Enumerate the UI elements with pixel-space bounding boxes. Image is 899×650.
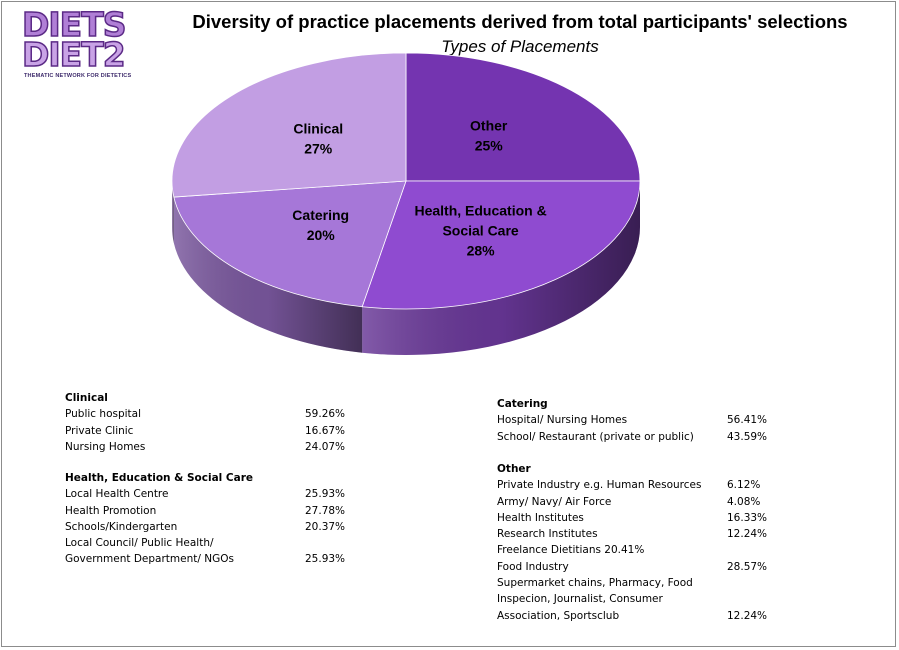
other-breakdown-table: Other Private Industry e.g. Human Resourc…	[497, 461, 767, 624]
row-label: Private Industry e.g. Human Resources	[497, 479, 702, 492]
row-label: Association, Sportsclub	[497, 609, 620, 622]
table-row: Supermarket chains, Pharmacy, Food	[497, 575, 693, 591]
row-label: Health Institutes	[497, 511, 584, 524]
row-value: 25.93%	[305, 553, 346, 566]
slice-name-label: Catering	[292, 207, 349, 223]
chart-subtitle: Types of Placements	[441, 37, 599, 56]
table-row: Public hospital 59.26%	[65, 406, 345, 422]
table-row: Association, Sportsclub 12.24%	[497, 608, 767, 624]
row-value: 16.67%	[305, 424, 346, 437]
slice-percent-label: 28%	[467, 242, 496, 258]
hesc-heading: Health, Education & Social Care	[65, 472, 254, 484]
row-value: 24.07%	[305, 440, 346, 453]
pie-slice-clinical	[171, 52, 407, 198]
slice-name-label: Other	[470, 118, 508, 134]
pie-slice-health-education-social-care	[361, 180, 641, 310]
row-label: Public hospital	[65, 408, 142, 421]
table-row: Nursing Homes 24.07%	[65, 439, 345, 455]
catering-heading: Catering	[497, 398, 548, 410]
row-value: 59.26%	[305, 408, 346, 421]
catering-breakdown-table: Catering Hospital/ Nursing Homes 56.41% Sch…	[497, 396, 767, 445]
diets-logo: DIETS DIET2 THEMATIC NETWORK FOR DIETETI…	[21, 5, 140, 82]
pie-side-shade-1	[362, 181, 640, 355]
row-value: 20.37%	[305, 520, 346, 533]
chart-title: Diversity of practice placements derived…	[192, 11, 848, 32]
row-value: 16.33%	[727, 511, 768, 524]
row-label: Schools/Kindergarten	[65, 520, 178, 533]
table-row: Freelance Dietitians 20.41%	[497, 542, 644, 558]
row-label: Local Council/ Public Health/	[65, 537, 214, 550]
table-row: Army/ Navy/ Air Force 4.08%	[497, 494, 760, 510]
slice-percent-label: 27%	[304, 141, 333, 157]
table-row: Schools/Kindergarten 20.37%	[65, 519, 345, 535]
table-row: Government Department/ NGOs 25.93%	[65, 551, 345, 567]
table-row: Private Clinic 16.67%	[65, 423, 345, 439]
row-label: Hospital/ Nursing Homes	[497, 414, 628, 427]
table-row: Local Health Centre 25.93%	[65, 486, 345, 502]
row-value: 27.78%	[305, 504, 346, 517]
row-value: 43.59%	[727, 430, 768, 443]
row-value: 25.93%	[305, 488, 346, 501]
pie-chart: Other 25% Health, Education & Social Care 28…	[171, 52, 641, 355]
logo-line-1: DIETS	[21, 5, 127, 44]
table-row: Inspecion, Journalist, Consumer	[497, 591, 663, 607]
row-label: Government Department/ NGOs	[65, 553, 234, 566]
pie-side-shade-2	[173, 197, 363, 353]
row-label: Private Clinic	[65, 424, 134, 437]
table-row: School/ Restaurant (private or public) 43…	[497, 429, 767, 445]
row-label: Supermarket chains, Pharmacy, Food	[497, 577, 693, 590]
slice-percent-label: 25%	[475, 138, 504, 154]
slice-name-label: Clinical	[293, 121, 343, 137]
health-education-breakdown-table: Health, Education & Social Care Local Hea…	[65, 470, 345, 568]
logo-line-2: DIET2	[21, 35, 126, 74]
row-label: Nursing Homes	[65, 440, 146, 453]
pie-slice-catering	[173, 180, 407, 308]
table-row: Private Industry e.g. Human Resources 6.1…	[497, 477, 760, 493]
row-value: 12.24%	[727, 528, 768, 541]
slice-name-label: Health, Education &	[414, 202, 546, 218]
row-label: Research Institutes	[497, 528, 598, 541]
row-label: Inspecion, Journalist, Consumer	[497, 593, 663, 606]
table-row: Local Council/ Public Health/	[65, 535, 253, 551]
row-value: 6.12%	[727, 479, 761, 492]
clinical-heading: Clinical	[65, 392, 108, 404]
row-value: 56.41%	[727, 414, 768, 427]
row-label: Freelance Dietitians 20.41%	[497, 544, 645, 557]
pie-slice-other	[405, 52, 641, 182]
slice-name-label: Social Care	[442, 222, 518, 238]
slice-percent-label: 20%	[307, 227, 336, 243]
table-row: Research Institutes 12.24%	[497, 526, 767, 542]
row-value: 28.57%	[727, 560, 768, 573]
row-label: Army/ Navy/ Air Force	[497, 495, 612, 508]
table-row: Food Industry 28.57%	[497, 559, 767, 575]
table-row: Health Promotion 27.78%	[65, 503, 345, 519]
clinical-breakdown-table: Clinical Public hospital 59.26% Private Cli…	[65, 390, 345, 455]
row-label: Food Industry	[497, 560, 569, 573]
row-label: Local Health Centre	[65, 488, 169, 501]
other-heading: Other	[497, 463, 531, 475]
row-value: 12.24%	[727, 609, 768, 622]
row-label: Health Promotion	[65, 504, 157, 517]
table-row: Health Institutes 16.33%	[497, 510, 767, 526]
row-value: 4.08%	[727, 495, 761, 508]
table-row: Hospital/ Nursing Homes 56.41%	[497, 412, 767, 428]
row-label: School/ Restaurant (private or public)	[497, 430, 694, 443]
logo-tagline: THEMATIC NETWORK FOR DIETETICS	[24, 73, 132, 79]
